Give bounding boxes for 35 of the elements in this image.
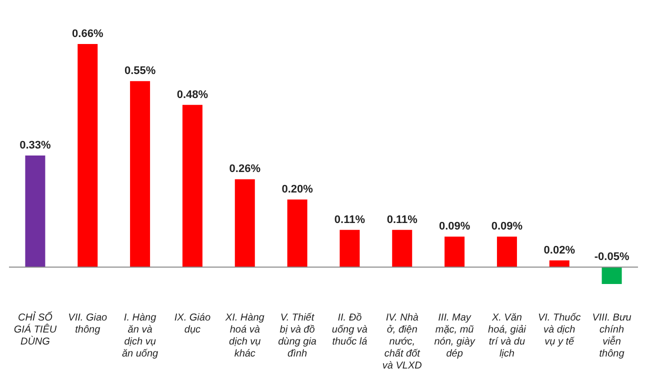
bar [130, 81, 150, 268]
x-tick-label: III. May mặc, mũ nón, giày dép [434, 312, 476, 360]
bar [25, 156, 46, 268]
x-tick-label: I. Hàng ăn và dịch vụ ăn uống [122, 312, 159, 360]
bar [234, 179, 255, 268]
x-tick-label: IV. Nhà ở, điện nước, chất đốt và VLXD [382, 312, 422, 372]
data-label: 0.33% [20, 140, 52, 152]
bar [287, 199, 308, 268]
x-tick-label: VI. Thuốc và dịch vụ y tế [538, 312, 581, 348]
data-label: 0.26% [229, 163, 261, 176]
data-label: 0.09% [491, 220, 523, 233]
data-label: 0.55% [124, 65, 156, 78]
bar [602, 267, 622, 284]
x-tick-label: XI. Hàng hoá và dịch vụ khác [224, 312, 265, 360]
x-tick-label: II. Đồ uống và thuốc lá [332, 312, 368, 348]
x-tick-label: VIII. Bưu chính viễn thông [592, 312, 632, 360]
data-label: -0.05% [594, 251, 630, 264]
bar [340, 230, 360, 268]
x-tick-label: X. Văn hoá, giải trí và du lịch [488, 312, 527, 360]
data-label: 0.20% [282, 183, 314, 196]
bar [78, 44, 98, 268]
x-tick-label: IX. Giáo dục [174, 312, 211, 336]
data-label: 0.11% [386, 214, 418, 226]
x-tick-label: CHỈ SỐ GIÁ TIÊU DÙNG [14, 310, 58, 348]
data-label: 0.66% [72, 28, 104, 40]
data-label: 0.02% [544, 244, 576, 256]
data-label: 0.48% [176, 88, 208, 101]
x-tick-label: VII. Giao thông [68, 312, 108, 336]
bar [392, 230, 412, 268]
x-tick-label: V. Thiết bị và đồ dùng gia đình [278, 312, 317, 360]
bar [182, 104, 202, 268]
data-label: 0.09% [438, 220, 470, 233]
bar [444, 236, 465, 268]
bar [496, 236, 517, 268]
data-label: 0.11% [334, 214, 366, 226]
